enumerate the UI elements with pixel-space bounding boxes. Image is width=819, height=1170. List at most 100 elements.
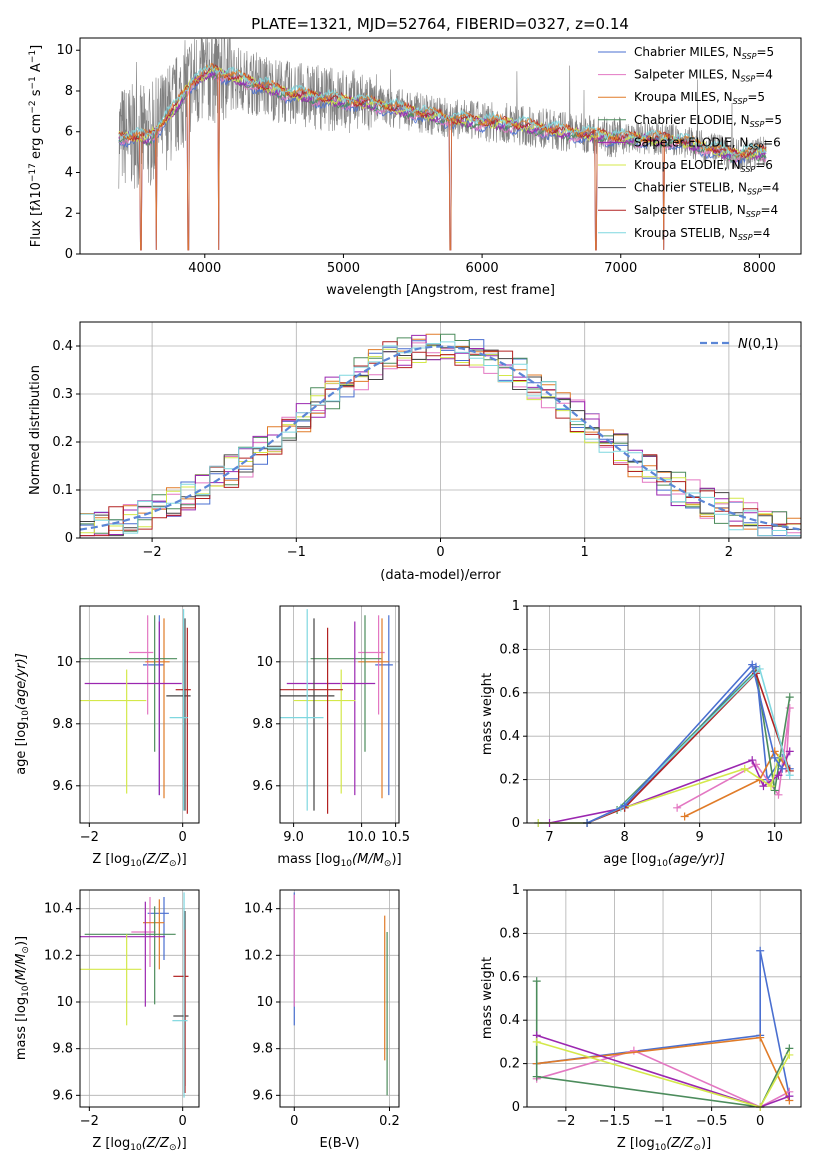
x-tick-label: 10 bbox=[766, 830, 783, 845]
x-tick-label: 5000 bbox=[327, 261, 360, 276]
x-tick-label: 7000 bbox=[604, 261, 637, 276]
x-tick-label: 0.2 bbox=[379, 1114, 400, 1129]
x-tick-label: −2 bbox=[80, 1114, 99, 1129]
mass-weight-line bbox=[549, 751, 791, 824]
data-point-marker bbox=[774, 790, 783, 799]
data-point-marker bbox=[766, 782, 775, 791]
x-tick-label: −0.5 bbox=[696, 1114, 728, 1129]
y-tick-label: 10 bbox=[56, 655, 73, 670]
legend-item: Chabrier MILES, NSSP=5 bbox=[634, 45, 774, 61]
x-tick-label: 6000 bbox=[466, 261, 499, 276]
y-tick-label: 10 bbox=[56, 43, 73, 58]
y-axis-label: mass weight bbox=[480, 673, 495, 755]
mass-vs-extinction-panel: 0 0.2 9.6 9.8 10 10.2 10.4 E(B-V) bbox=[244, 889, 400, 1151]
legend-item: Chabrier ELODIE, NSSP=5 bbox=[634, 113, 782, 129]
x-axis-label: E(B-V) bbox=[319, 1136, 359, 1151]
y-tick-label: 10 bbox=[256, 995, 273, 1010]
x-tick-label: 7 bbox=[545, 830, 553, 845]
y-tick-label: 0 bbox=[512, 816, 520, 831]
x-tick-label: 10.5 bbox=[381, 830, 410, 845]
age-vs-mass-panel: 9.0 10.0 10.5 9.6 9.8 10 mass [log10(M/M⊙)] bbox=[252, 605, 410, 869]
mass-weight-line bbox=[535, 981, 791, 1108]
legend-item: Salpeter ELODIE, NSSP=6 bbox=[634, 135, 781, 151]
x-axis-label: wavelength [Angstrom, rest frame] bbox=[326, 283, 555, 298]
mass-weight-vs-age-panel: 7 8 9 10 0 0.2 0.4 0.6 0.8 1 age [log10(age/yr)] ma… bbox=[480, 599, 802, 869]
y-tick-label: 10.2 bbox=[244, 948, 273, 963]
y-tick-label: 0.4 bbox=[499, 729, 520, 744]
y-axis-label: mass [log10(M/M⊙)] bbox=[14, 936, 31, 1060]
residual-histogram-panel: −2 −1 0 1 2 0 0.1 0.2 0.3 0.4 (data-model)/error No… bbox=[28, 321, 802, 583]
x-axis-label: mass [log10(M/M⊙)] bbox=[277, 852, 401, 869]
histogram-series bbox=[80, 341, 801, 537]
y-tick-label: 10 bbox=[256, 655, 273, 670]
y-tick-label: 9.6 bbox=[52, 1088, 73, 1103]
y-tick-label: 10.2 bbox=[44, 948, 73, 963]
x-tick-label: −1.5 bbox=[599, 1114, 631, 1129]
histogram-series bbox=[80, 345, 801, 534]
data-point-marker bbox=[785, 771, 794, 780]
x-tick-label: 0 bbox=[290, 1114, 298, 1129]
y-axis-label: Normed distribution bbox=[28, 365, 43, 495]
y-tick-label: 0.1 bbox=[52, 483, 73, 498]
y-tick-label: 1 bbox=[512, 599, 520, 614]
x-tick-label: −1 bbox=[287, 545, 306, 560]
x-tick-label: 0 bbox=[436, 545, 444, 560]
data-point-marker bbox=[748, 756, 757, 765]
data-point-marker bbox=[785, 703, 794, 712]
mass-vs-metallicity-panel: −2 0 9.6 9.8 10 10.2 10.4 Z [log10(Z/Z⊙)] mass [… bbox=[14, 889, 200, 1153]
y-tick-label: 0 bbox=[512, 1100, 520, 1115]
y-tick-label: 6 bbox=[65, 125, 73, 140]
legend-item: Kroupa ELODIE, NSSP=6 bbox=[634, 158, 773, 174]
x-tick-label: −1 bbox=[653, 1114, 672, 1129]
y-tick-label: 0 bbox=[65, 247, 73, 262]
axes-frame bbox=[526, 889, 802, 1108]
spectrum-panel: 4000 5000 6000 7000 8000 0 2 4 6 8 10 wavelength [A… bbox=[28, 37, 802, 298]
axes-frame bbox=[79, 605, 200, 824]
axes-frame bbox=[279, 605, 400, 824]
y-axis-label: Flux [fλ10−17 erg cm−2 s−1 A−1] bbox=[28, 45, 44, 247]
axes-frame bbox=[279, 889, 400, 1108]
x-axis-label: Z [log10(Z/Z⊙)] bbox=[92, 1136, 186, 1153]
y-tick-label: 0.8 bbox=[499, 926, 520, 941]
data-point-marker bbox=[785, 747, 794, 756]
histogram-series bbox=[80, 334, 801, 537]
x-tick-label: 8000 bbox=[743, 261, 776, 276]
data-point-marker bbox=[755, 664, 764, 673]
y-tick-label: 0.2 bbox=[52, 435, 73, 450]
y-tick-label: 9.8 bbox=[252, 1042, 273, 1057]
data-point-marker bbox=[748, 660, 757, 669]
x-tick-label: −2 bbox=[556, 1114, 575, 1129]
y-axis-label: mass weight bbox=[480, 957, 495, 1039]
x-tick-label: 9 bbox=[696, 830, 704, 845]
y-tick-label: 0.6 bbox=[499, 970, 520, 985]
legend: N(0,1) bbox=[700, 337, 779, 352]
y-tick-label: 10.4 bbox=[244, 902, 273, 917]
x-tick-label: 4000 bbox=[188, 261, 221, 276]
x-tick-label: 0 bbox=[756, 1114, 764, 1129]
data-point-marker bbox=[778, 764, 787, 773]
y-tick-label: 10 bbox=[56, 995, 73, 1010]
y-tick-label: 9.6 bbox=[252, 779, 273, 794]
y-tick-label: 8 bbox=[65, 84, 73, 99]
data-point-marker bbox=[774, 771, 783, 780]
y-tick-label: 0.2 bbox=[499, 1057, 520, 1072]
data-point-marker bbox=[770, 753, 779, 762]
data-point-marker bbox=[532, 1037, 541, 1046]
mass-weight-line bbox=[536, 1049, 790, 1108]
y-axis-label: age [log10(age/yr)] bbox=[14, 653, 31, 775]
data-point-marker bbox=[756, 1033, 765, 1042]
data-point-marker bbox=[680, 812, 689, 821]
data-point-marker bbox=[759, 782, 768, 791]
mass-weight-line bbox=[684, 749, 791, 818]
model-spectrum-line bbox=[118, 63, 767, 156]
data-point-marker bbox=[532, 1072, 541, 1081]
y-tick-label: 0.4 bbox=[52, 339, 73, 354]
age-vs-metallicity-panel: −2 0 9.6 9.8 10 Z [log10(Z/Z⊙)] age [log10(age… bbox=[14, 605, 200, 869]
legend-item: Salpeter MILES, NSSP=4 bbox=[634, 68, 773, 84]
x-axis-label: age [log10(age/yr)] bbox=[603, 852, 725, 869]
axes-frame bbox=[79, 889, 200, 1108]
mass-weight-line bbox=[538, 664, 791, 824]
gaussian-curve bbox=[79, 345, 802, 531]
legend-item: Chabrier STELIB, NSSP=4 bbox=[634, 181, 779, 197]
